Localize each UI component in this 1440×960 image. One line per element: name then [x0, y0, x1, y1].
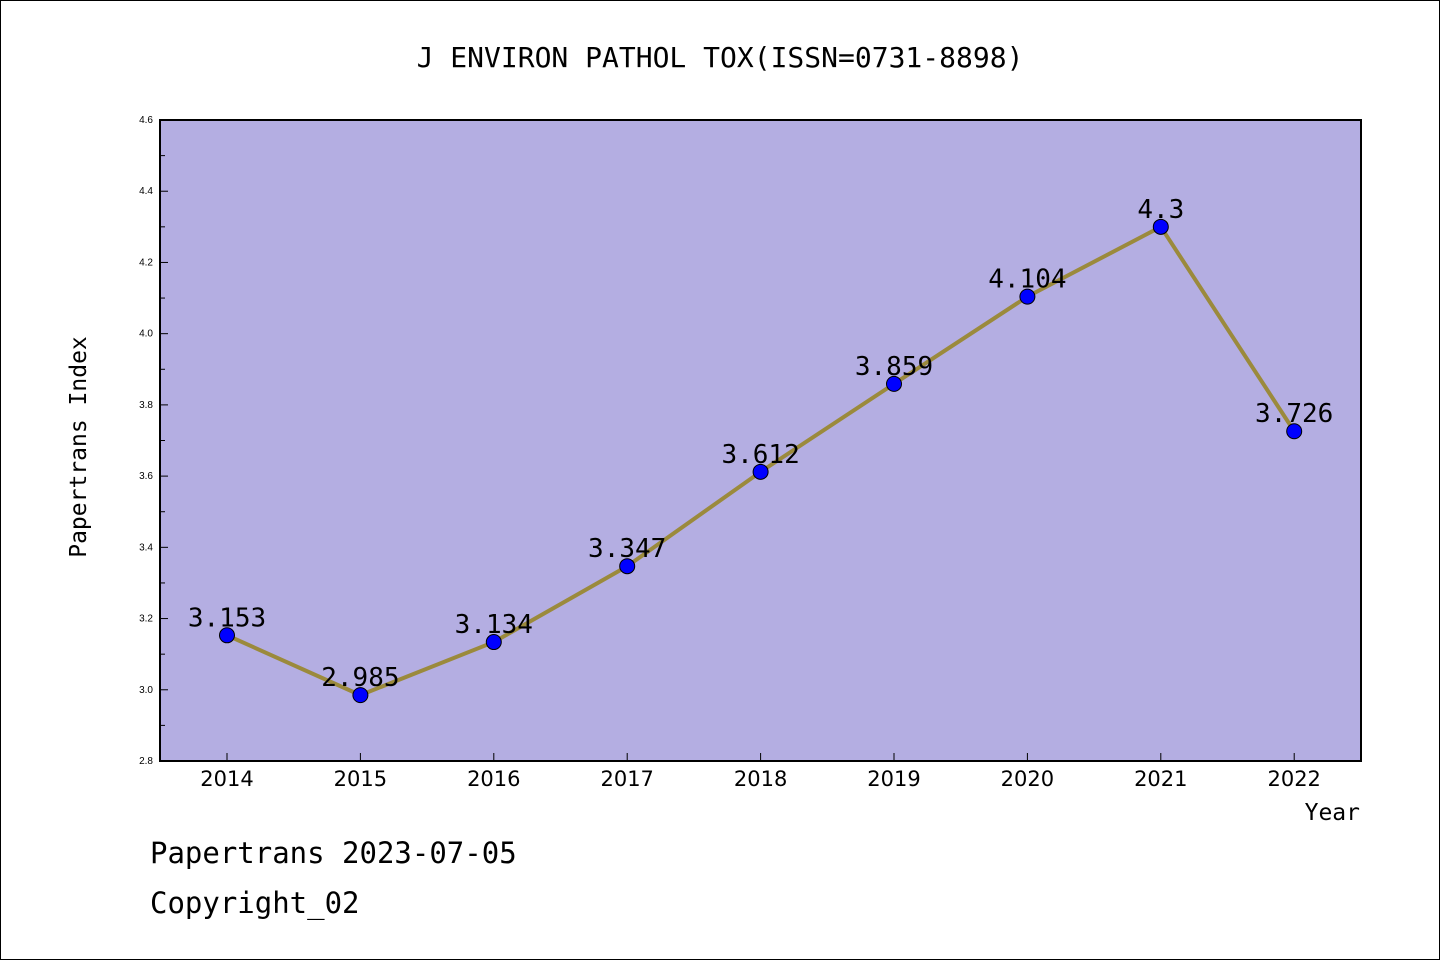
y-tick-label: 4.0 [139, 329, 153, 340]
data-label: 3.347 [588, 534, 666, 564]
x-tick-label: 2021 [1134, 767, 1187, 791]
chart-title: J ENVIRON PATHOL TOX(ISSN=0731-8898) [417, 41, 1024, 74]
data-label: 4.104 [988, 265, 1066, 295]
data-label: 4.3 [1137, 195, 1184, 225]
data-point [1019, 288, 1036, 305]
y-tick-label: 3.0 [139, 685, 153, 696]
y-tick-label: 2.8 [139, 756, 153, 767]
data-point [619, 558, 636, 575]
y-tick-label: 4.6 [139, 115, 153, 126]
x-tick-label: 2017 [600, 767, 653, 791]
y-tick-label: 3.2 [139, 614, 153, 625]
footer-date: Papertrans 2023-07-05 [150, 836, 517, 870]
data-point [886, 375, 902, 392]
y-tick-label: 3.4 [139, 542, 153, 553]
y-axis-label: Papertrans Index [66, 336, 92, 558]
data-label: 3.134 [455, 610, 533, 640]
data-label: 2.985 [321, 663, 399, 693]
x-tick-label: 2018 [734, 767, 787, 791]
data-point [1286, 423, 1303, 440]
x-tick-label: 2022 [1267, 767, 1320, 791]
axes: 2.8 3.0 3.2 3.4 3.6 3.8 4.0 4.2 4.4 4.6 2014 2015 20… [139, 115, 1362, 791]
data-labels: 3.153 2.985 3.134 3.347 3.612 3.859 4.104 4.3 3.… [188, 195, 1333, 693]
plot-border [159, 119, 1362, 762]
data-label: 3.859 [855, 352, 933, 382]
series-group [219, 218, 1303, 704]
x-tick-label: 2020 [1001, 767, 1054, 791]
x-axis-label: Year [1305, 800, 1360, 826]
data-point [752, 463, 769, 480]
data-label: 3.153 [188, 603, 266, 633]
x-tick-label: 2019 [867, 767, 920, 791]
y-tick-label: 3.8 [139, 400, 153, 411]
data-point [1152, 218, 1169, 235]
y-tick-label: 3.6 [139, 471, 153, 482]
y-tick-label: 4.2 [139, 257, 153, 268]
x-tick-label: 2015 [334, 767, 387, 791]
data-point [219, 627, 235, 644]
data-label: 3.726 [1255, 399, 1333, 429]
x-tick-label: 2014 [200, 767, 253, 791]
data-point [352, 687, 369, 704]
footer-copyright: Copyright_02 [150, 886, 360, 920]
data-label: 3.612 [721, 440, 799, 470]
data-point [485, 634, 502, 651]
y-tick-label: 4.4 [139, 186, 153, 197]
x-tick-label: 2016 [467, 767, 520, 791]
